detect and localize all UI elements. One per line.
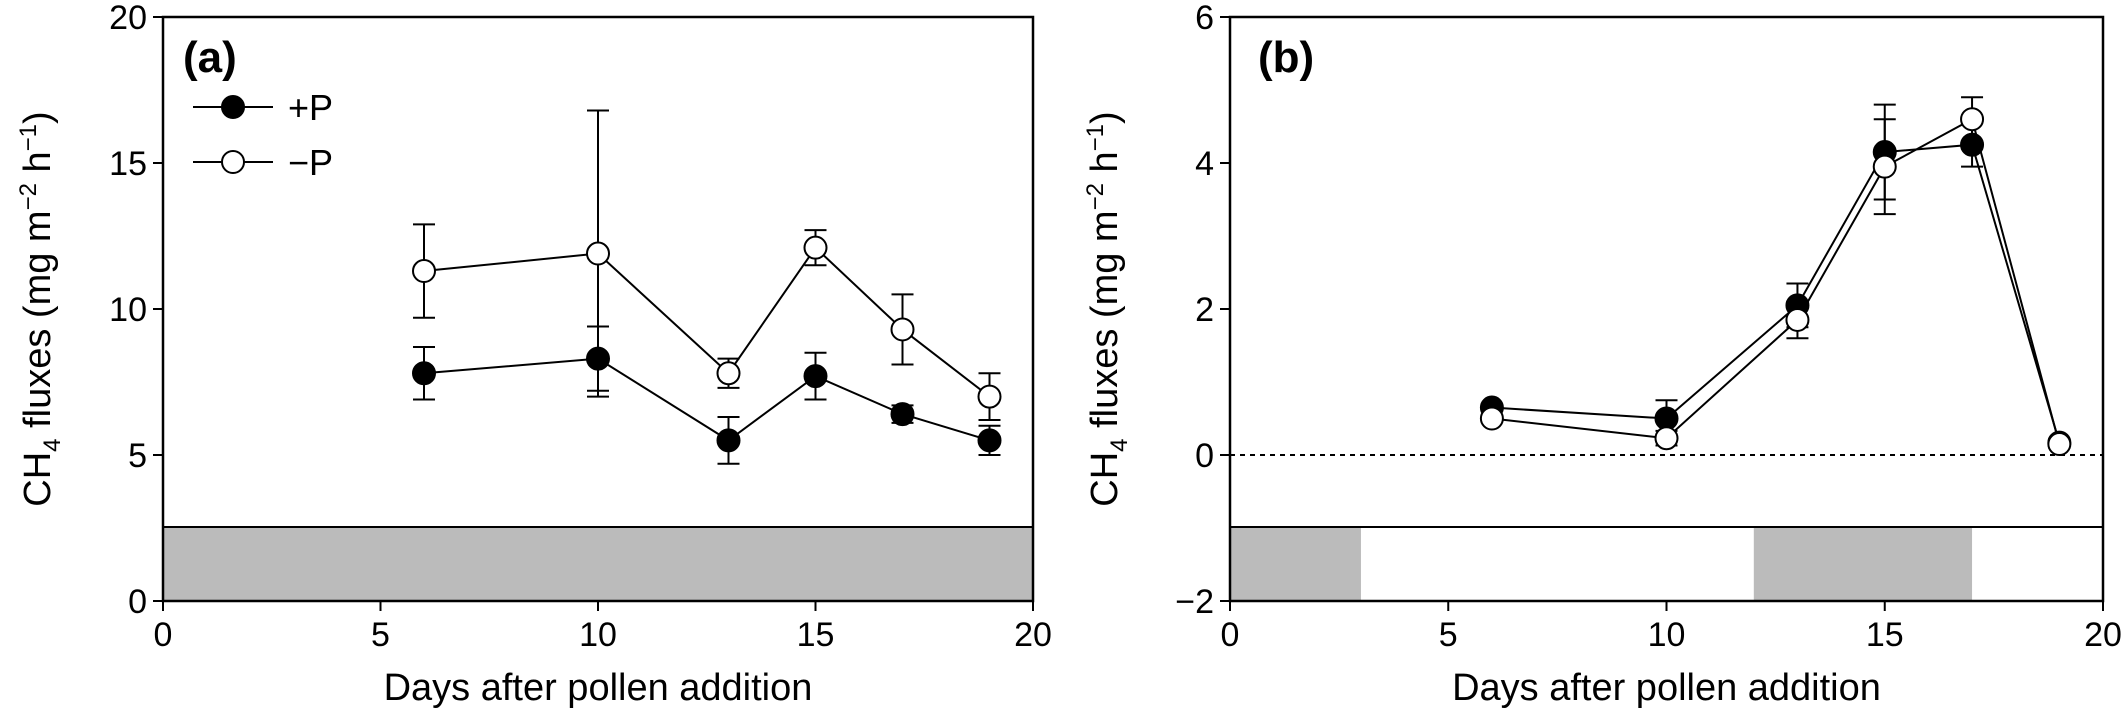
legend-label: +P [288,87,333,128]
y-axis-title-sup1: −2 [1082,183,1109,210]
shaded-band-1 [1753,527,1973,601]
y-axis-title-sub: 4 [1106,438,1133,451]
series-line [423,246,991,398]
data-point-open [890,317,915,342]
legend-marker-filled [221,95,245,119]
y-axis-title-mid: h [17,151,59,183]
y-axis-title-main: CH [1084,452,1126,507]
data-point-open [977,384,1002,409]
y-tick-label: 6 [1195,0,1214,37]
y-tick-label: 0 [1195,437,1214,475]
x-tick-label: 10 [1648,616,1686,654]
y-axis-title-close: ) [1084,111,1126,124]
series-plus-p [412,325,1002,465]
y-axis-title-sup1: −2 [15,183,42,210]
legend-marker-open [221,150,245,174]
y-tick-label: 4 [1195,145,1214,183]
series-line [423,357,990,442]
y-axis-title-rest: fluxes (mg m [17,210,59,438]
y-axis-title-mid: h [1084,151,1126,183]
x-tick-label: 10 [579,616,617,654]
legend-label: −P [288,142,333,183]
y-axis-title: CH4 fluxes (mg m−2 h−1) [1082,111,1133,506]
y-tick-label: −2 [1175,583,1214,621]
panel-label: (a) [183,33,237,82]
y-axis-title-rest: fluxes (mg m [1084,210,1126,438]
x-tick-label: 15 [797,616,835,654]
series-line [1491,143,2061,443]
x-tick-label: 5 [371,616,390,654]
x-axis-title: Days after pollen addition [1452,667,1881,709]
y-axis-title-sup2: −1 [1082,124,1109,151]
legend: +P −P [193,87,333,183]
x-tick-label: 20 [1014,616,1052,654]
y-axis-title: CH4 fluxes (mg m−2 h−1) [15,111,66,506]
data-point-open [1872,154,1897,179]
y-axis-title-main: CH [17,452,59,507]
y-tick-label: 10 [109,291,147,329]
data-point-open [1785,307,1810,332]
data-point-filled [716,428,741,453]
data-point-filled [977,428,1002,453]
y-axis-title-sub: 4 [39,438,66,451]
data-point-open [412,259,436,284]
x-tick-label: 20 [2084,616,2122,654]
x-tick-label: 5 [1439,616,1458,654]
y-tick-label: 2 [1195,291,1214,329]
series-line [1491,117,2061,445]
y-tick-label: 15 [109,145,147,183]
data-point-filled [1654,406,1679,431]
x-tick-label: 15 [1866,616,1904,654]
series-minus-p [412,109,1002,421]
panel-label: (b) [1258,33,1314,82]
data-point-filled [890,402,915,427]
data-point-filled [412,361,436,386]
data-point-open [2047,432,2072,457]
data-point-open [1960,107,1985,132]
data-point-open [1479,406,1504,431]
x-tick-label: 0 [154,616,173,654]
data-point-open [1654,426,1679,451]
shaded-band-0 [1230,527,1361,601]
data-point-filled [803,364,828,389]
y-tick-label: 5 [128,437,147,475]
y-tick-label: 0 [128,583,147,621]
data-point-open [586,241,610,266]
y-axis-title-close: ) [17,111,59,124]
x-tick-label: 0 [1221,616,1240,654]
shaded-band-0 [163,527,1033,601]
x-axis-title: Days after pollen addition [384,667,813,709]
y-tick-label: 20 [109,0,147,37]
panel-a: 0 5 10 15 20 0 5 10 15 20 Days after pollen additi… [15,0,1052,709]
data-point-open [716,361,741,386]
series-minus-p [1479,96,2072,457]
y-axis-title-sup2: −1 [15,124,42,151]
data-point-open [803,235,828,260]
